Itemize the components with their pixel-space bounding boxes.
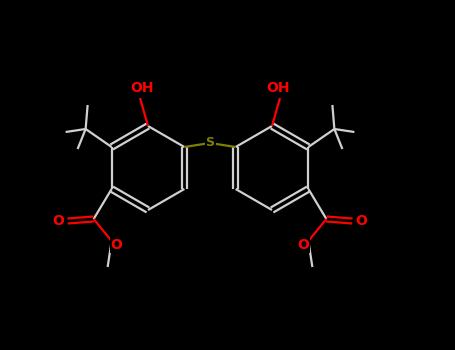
Text: O: O bbox=[111, 238, 122, 252]
Text: OH: OH bbox=[130, 81, 154, 95]
Text: S: S bbox=[206, 136, 214, 149]
Text: OH: OH bbox=[266, 81, 290, 95]
Text: O: O bbox=[355, 214, 367, 228]
Text: O: O bbox=[298, 238, 309, 252]
Text: O: O bbox=[53, 214, 65, 228]
